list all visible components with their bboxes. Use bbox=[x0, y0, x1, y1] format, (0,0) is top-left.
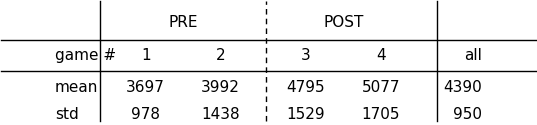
Text: 1: 1 bbox=[141, 48, 150, 63]
Text: 3: 3 bbox=[301, 48, 311, 63]
Text: 978: 978 bbox=[131, 108, 160, 122]
Text: PRE: PRE bbox=[168, 15, 198, 30]
Text: all: all bbox=[465, 48, 482, 63]
Text: 3697: 3697 bbox=[126, 80, 165, 95]
Text: std: std bbox=[55, 108, 78, 122]
Text: 4390: 4390 bbox=[444, 80, 482, 95]
Text: 1438: 1438 bbox=[201, 108, 240, 122]
Text: 4795: 4795 bbox=[287, 80, 325, 95]
Text: POST: POST bbox=[323, 15, 364, 30]
Text: 4: 4 bbox=[376, 48, 386, 63]
Text: 2: 2 bbox=[216, 48, 225, 63]
Text: 950: 950 bbox=[453, 108, 482, 122]
Text: 1705: 1705 bbox=[361, 108, 400, 122]
Text: 3992: 3992 bbox=[201, 80, 240, 95]
Text: 5077: 5077 bbox=[361, 80, 400, 95]
Text: game #: game # bbox=[55, 48, 116, 63]
Text: 1529: 1529 bbox=[287, 108, 325, 122]
Text: mean: mean bbox=[55, 80, 98, 95]
